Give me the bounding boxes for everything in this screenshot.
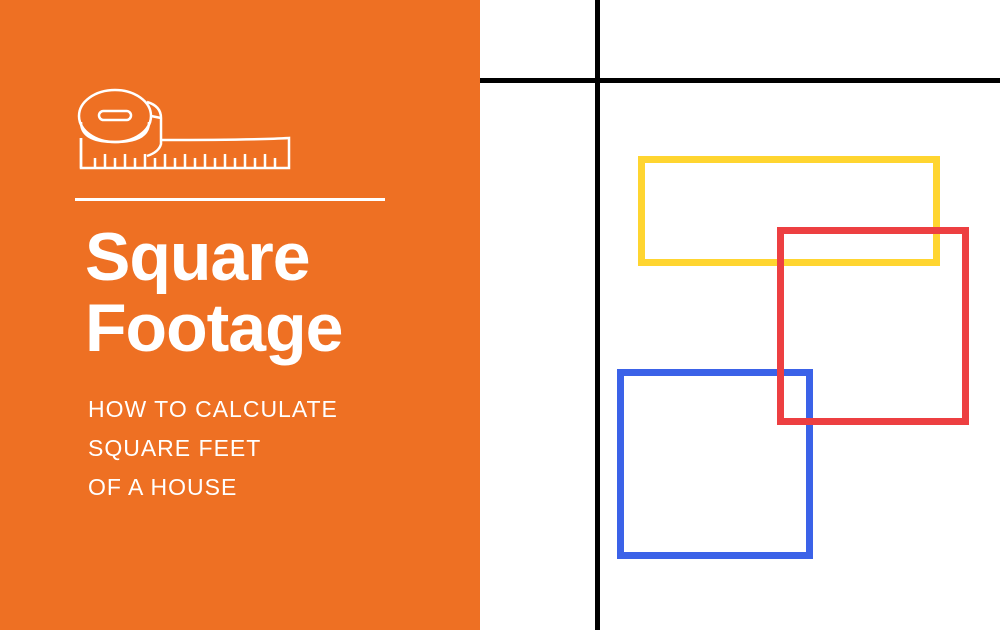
grid-horizontal-line (480, 78, 1000, 83)
main-title: Square Footage (85, 222, 342, 365)
tape-measure-icon (75, 88, 295, 178)
subtitle-line3: OF A HOUSE (88, 474, 237, 500)
red-rectangle (777, 227, 969, 425)
subtitle-line1: HOW TO CALCULATE (88, 396, 338, 422)
title-line1: Square (85, 219, 310, 295)
divider-line (75, 198, 385, 201)
subtitle-line2: SQUARE FEET (88, 435, 261, 461)
grid-vertical-line (595, 0, 600, 630)
title-line2: Footage (85, 290, 342, 366)
subtitle: HOW TO CALCULATE SQUARE FEET OF A HOUSE (88, 390, 338, 507)
